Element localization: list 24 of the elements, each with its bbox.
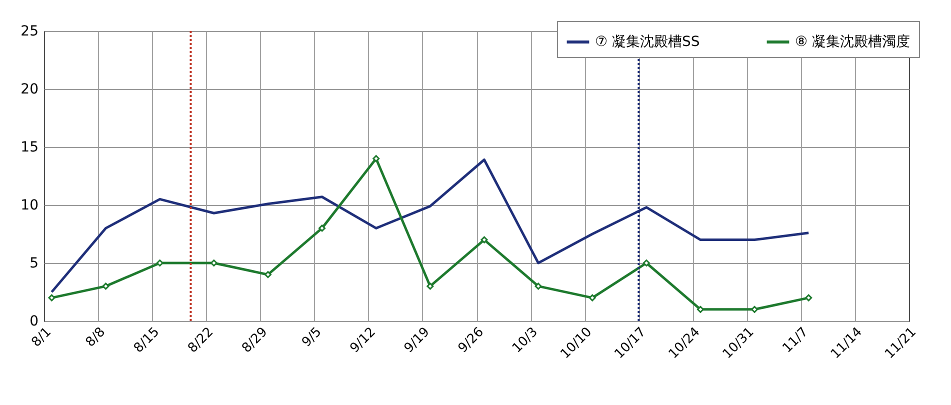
point <box>318 224 326 232</box>
point <box>751 306 758 313</box>
point <box>588 294 596 302</box>
point <box>696 306 704 313</box>
point <box>102 282 110 290</box>
point <box>210 260 218 266</box>
point <box>480 236 488 244</box>
point <box>642 260 650 266</box>
point <box>426 282 434 290</box>
y-tick-label: 20 <box>20 82 38 98</box>
legend-label: ⑧ 凝集沈殿槽濁度 <box>795 34 910 50</box>
legend-label: ⑦ 凝集沈殿槽SS <box>595 34 700 50</box>
point <box>805 294 812 302</box>
point <box>372 155 380 162</box>
point <box>264 271 272 278</box>
point <box>534 282 542 290</box>
y-tick-label: 5 <box>30 256 38 272</box>
x-tick-label: 8/8 <box>83 324 108 350</box>
y-tick-label: 10 <box>20 198 38 214</box>
y-tick-label: 25 <box>20 24 38 40</box>
point <box>156 260 164 266</box>
point <box>48 294 56 302</box>
y-tick-label: 15 <box>20 140 38 156</box>
x-tick-label: 9/5 <box>299 324 325 350</box>
